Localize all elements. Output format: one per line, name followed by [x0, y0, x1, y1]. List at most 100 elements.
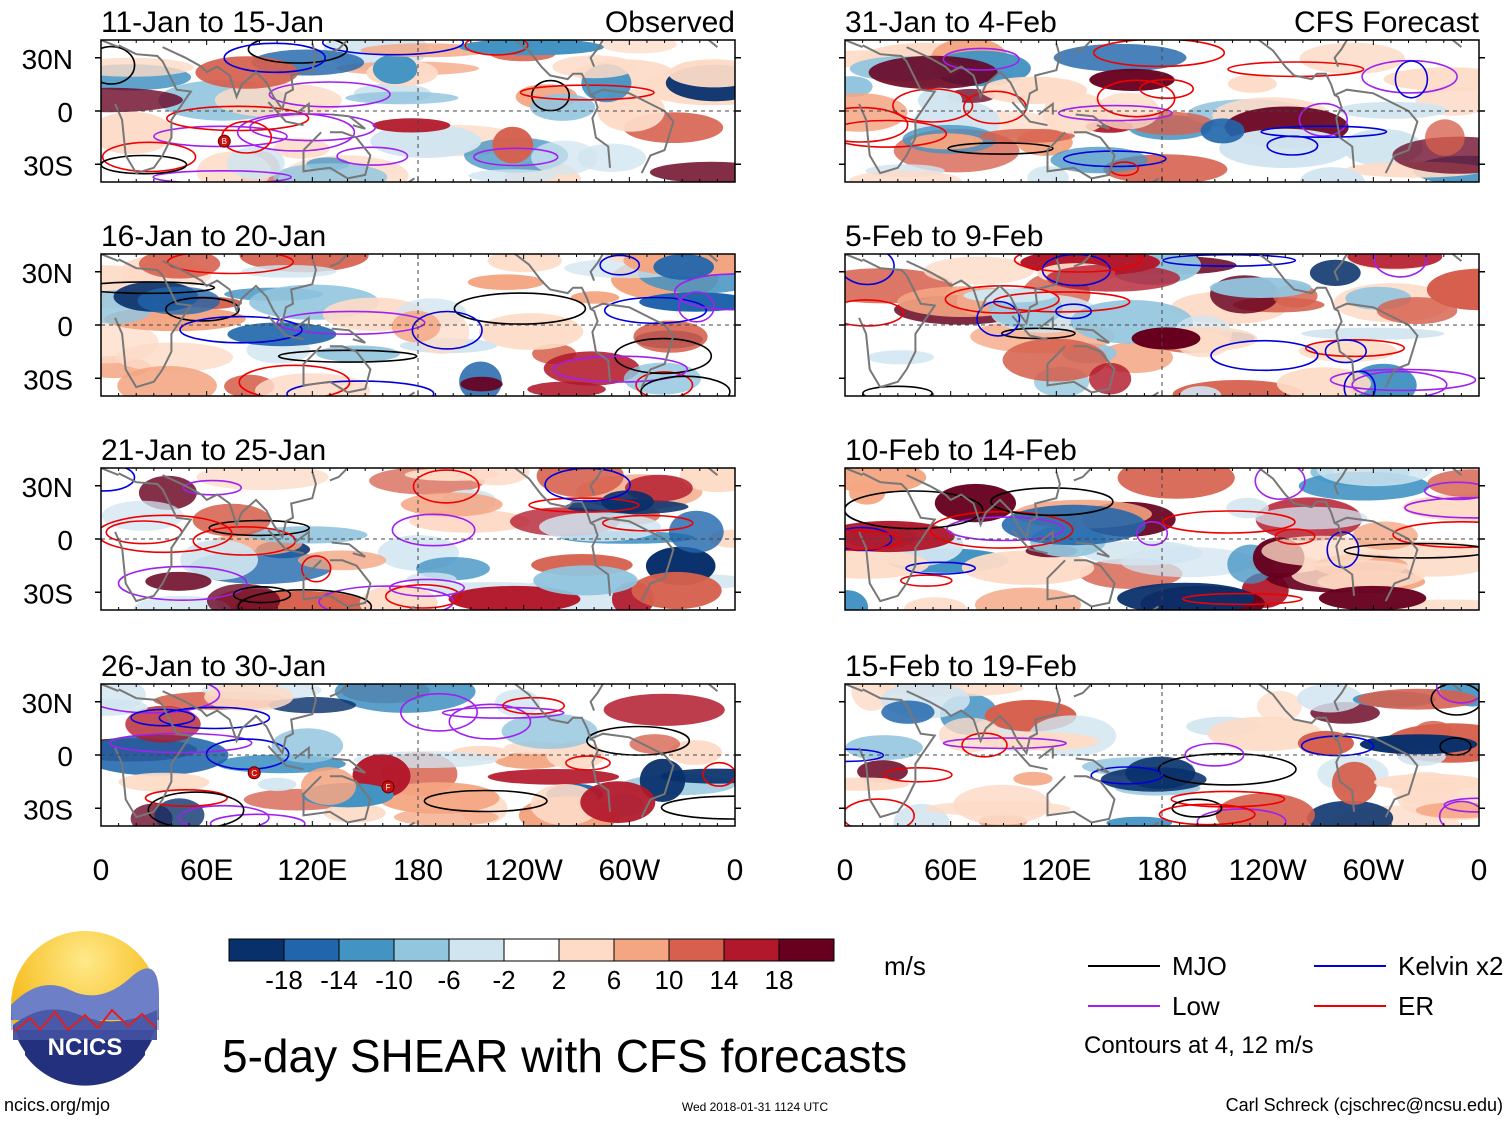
coastline: [514, 40, 611, 168]
shear-anomaly-blob: [1374, 773, 1479, 791]
wave-contour: [130, 708, 196, 727]
wave-contour: [1157, 752, 1297, 786]
shear-anomaly-blob: [1318, 585, 1427, 610]
storm-marker-label: C: [251, 769, 257, 778]
coastline: [1151, 605, 1160, 610]
shear-anomaly-blob: [1357, 688, 1478, 710]
wave-contour: [412, 469, 480, 504]
shear-anomaly-blob: [1180, 386, 1222, 396]
lat-label: 0: [57, 311, 73, 342]
shear-anomaly-blob: [629, 734, 681, 754]
wave-contour: [1062, 150, 1167, 168]
coastline: [407, 177, 416, 182]
shear-anomaly-blob: [372, 118, 451, 133]
shear-anomaly-blob: [1332, 761, 1377, 805]
shear-anomaly-blob: [1215, 793, 1315, 826]
shear-anomaly-blob: [845, 76, 873, 98]
wave-contour: [182, 479, 243, 496]
coastline: [162, 471, 317, 540]
coastline: [329, 254, 349, 268]
shear-anomaly-blob: [911, 133, 983, 150]
shear-anomaly-blob: [845, 777, 909, 791]
coastline: [1451, 684, 1463, 692]
wave-contour: [101, 281, 216, 295]
coastline: [1451, 468, 1463, 476]
wave-contour: [208, 519, 311, 537]
coastline: [267, 315, 304, 341]
wave-contour: [1343, 542, 1479, 559]
coastline: [1333, 254, 1348, 281]
coastline: [1073, 468, 1093, 482]
colorbar-tick-label: 6: [607, 965, 621, 995]
coastline: [101, 40, 119, 49]
wave-contour: [158, 706, 271, 730]
shear-anomaly-blob: [961, 550, 1095, 585]
shear-anomaly-blob: [531, 140, 598, 175]
wave-contour: [1343, 370, 1376, 396]
wave-contour: [1162, 510, 1296, 534]
shear-anomaly-blob: [1131, 327, 1201, 350]
wave-contour: [1260, 125, 1388, 138]
shear-anomaly-blob: [393, 808, 499, 826]
shear-anomaly-blob: [925, 801, 1071, 817]
storm-marker: [247, 766, 261, 780]
coastline: [329, 468, 349, 482]
coastline: [1038, 745, 1054, 760]
shear-anomaly-blob: [1100, 767, 1207, 792]
storm-marker-label: B: [222, 137, 227, 146]
wave-contour: [453, 292, 587, 325]
shear-anomaly-blob: [1347, 254, 1443, 269]
coastline: [101, 468, 119, 477]
wave-contour: [845, 529, 903, 551]
lon-label: 120E: [277, 854, 347, 887]
coastline: [1038, 315, 1054, 330]
wave-contour: [565, 755, 611, 771]
colorbar-swatch: [723, 938, 780, 962]
colorbar-tick-label: -10: [375, 965, 413, 995]
lon-label: 0: [93, 854, 110, 887]
wave-contour: [391, 513, 476, 547]
coastline: [294, 101, 310, 116]
coastline: [858, 688, 937, 819]
coastline: [302, 775, 372, 824]
coastline: [1451, 40, 1463, 48]
legend-label: MJO: [1172, 951, 1227, 981]
coastline: [589, 254, 604, 281]
wave-contour: [1324, 339, 1368, 364]
shear-anomaly-blob: [1255, 506, 1368, 530]
coastline: [162, 687, 317, 756]
shear-anomaly-blob: [273, 138, 330, 159]
wave-contour: [845, 798, 915, 826]
wave-contour: [1158, 803, 1256, 826]
coastline: [114, 258, 193, 389]
wave-contour: [640, 375, 731, 396]
coastline: [906, 43, 1061, 112]
shear-anomaly-blob: [1200, 118, 1245, 144]
coastline: [1075, 113, 1110, 130]
coastline: [114, 44, 193, 175]
shear-anomaly-blob: [1427, 469, 1479, 498]
shear-anomaly-blob: [979, 128, 1075, 143]
lat-label: 30S: [23, 794, 73, 825]
shear-anomaly-blob: [1299, 167, 1365, 182]
storm-marker: [217, 134, 231, 148]
wave-contour: [1013, 254, 1142, 273]
coastline: [1011, 745, 1048, 771]
website-link[interactable]: ncics.org/mjo: [4, 1095, 110, 1115]
wave-contour: [603, 296, 708, 325]
wave-contour: [1373, 254, 1428, 278]
shear-anomaly-blob: [600, 40, 677, 54]
panel-period-title: 10-Feb to 14-Feb: [845, 434, 1077, 467]
coastline: [267, 101, 304, 127]
lon-label: 120E: [1021, 854, 1091, 887]
lat-label: 0: [57, 525, 73, 556]
wave-contour: [164, 296, 240, 322]
wave-contour: [1055, 303, 1093, 320]
wave-contour: [147, 791, 245, 826]
wave-contour: [660, 795, 735, 820]
wave-contour: [947, 142, 1054, 155]
coastline: [707, 684, 719, 692]
colorbar-swatch: [778, 938, 835, 962]
lon-label: 0: [1471, 854, 1488, 887]
wave-contour: [1305, 339, 1406, 358]
